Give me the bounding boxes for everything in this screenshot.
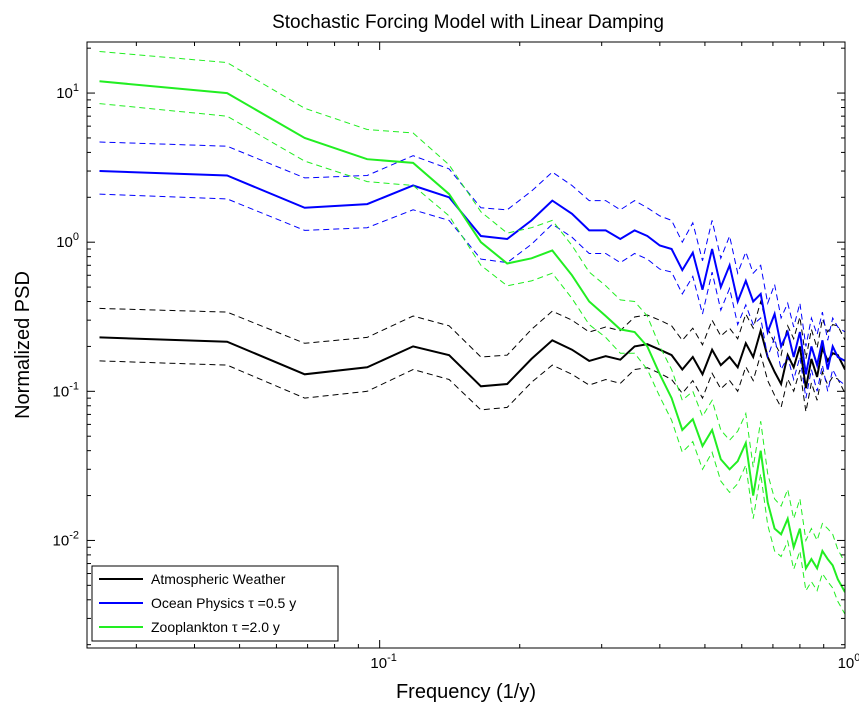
- axes-frame: [86, 41, 846, 649]
- zooplankton-series-line: [99, 80, 845, 593]
- zooplankton-lower-bound-line: [99, 103, 845, 615]
- zooplankton-upper-bound-line: [99, 51, 845, 563]
- legend-label-atmospheric: Atmospheric Weather: [151, 571, 286, 587]
- atmospheric-upper-bound-line: [99, 299, 845, 359]
- y-tick-label: 10-2: [53, 529, 79, 549]
- y-tick-label: 101: [56, 82, 79, 102]
- atmospheric-series-line: [99, 326, 845, 389]
- plot-area: [99, 51, 845, 615]
- legend-label-ocean: Ocean Physics τ =0.5 y: [151, 595, 296, 611]
- legend-label-zooplankton: Zooplankton τ =2.0 y: [151, 619, 280, 635]
- axis-ticks: 10-1 100 10-2 10-1 100 101: [53, 42, 859, 672]
- legend: Atmospheric Weather Ocean Physics τ =0.5…: [91, 565, 339, 642]
- x-axis-label: Frequency (1/y): [396, 681, 536, 703]
- ocean-upper-bound-line: [99, 141, 845, 347]
- ocean-series-line: [99, 170, 845, 375]
- y-tick-label: 10-1: [53, 380, 79, 400]
- x-tick-label: 100: [838, 652, 859, 672]
- chart-title: Stochastic Forcing Model with Linear Dam…: [272, 12, 664, 33]
- ocean-lower-bound-line: [99, 193, 845, 399]
- y-axis-label: Normalized PSD: [12, 271, 34, 419]
- atmospheric-lower-bound-line: [99, 352, 845, 412]
- y-tick-label: 100: [56, 231, 79, 251]
- x-tick-label: 10-1: [370, 652, 396, 672]
